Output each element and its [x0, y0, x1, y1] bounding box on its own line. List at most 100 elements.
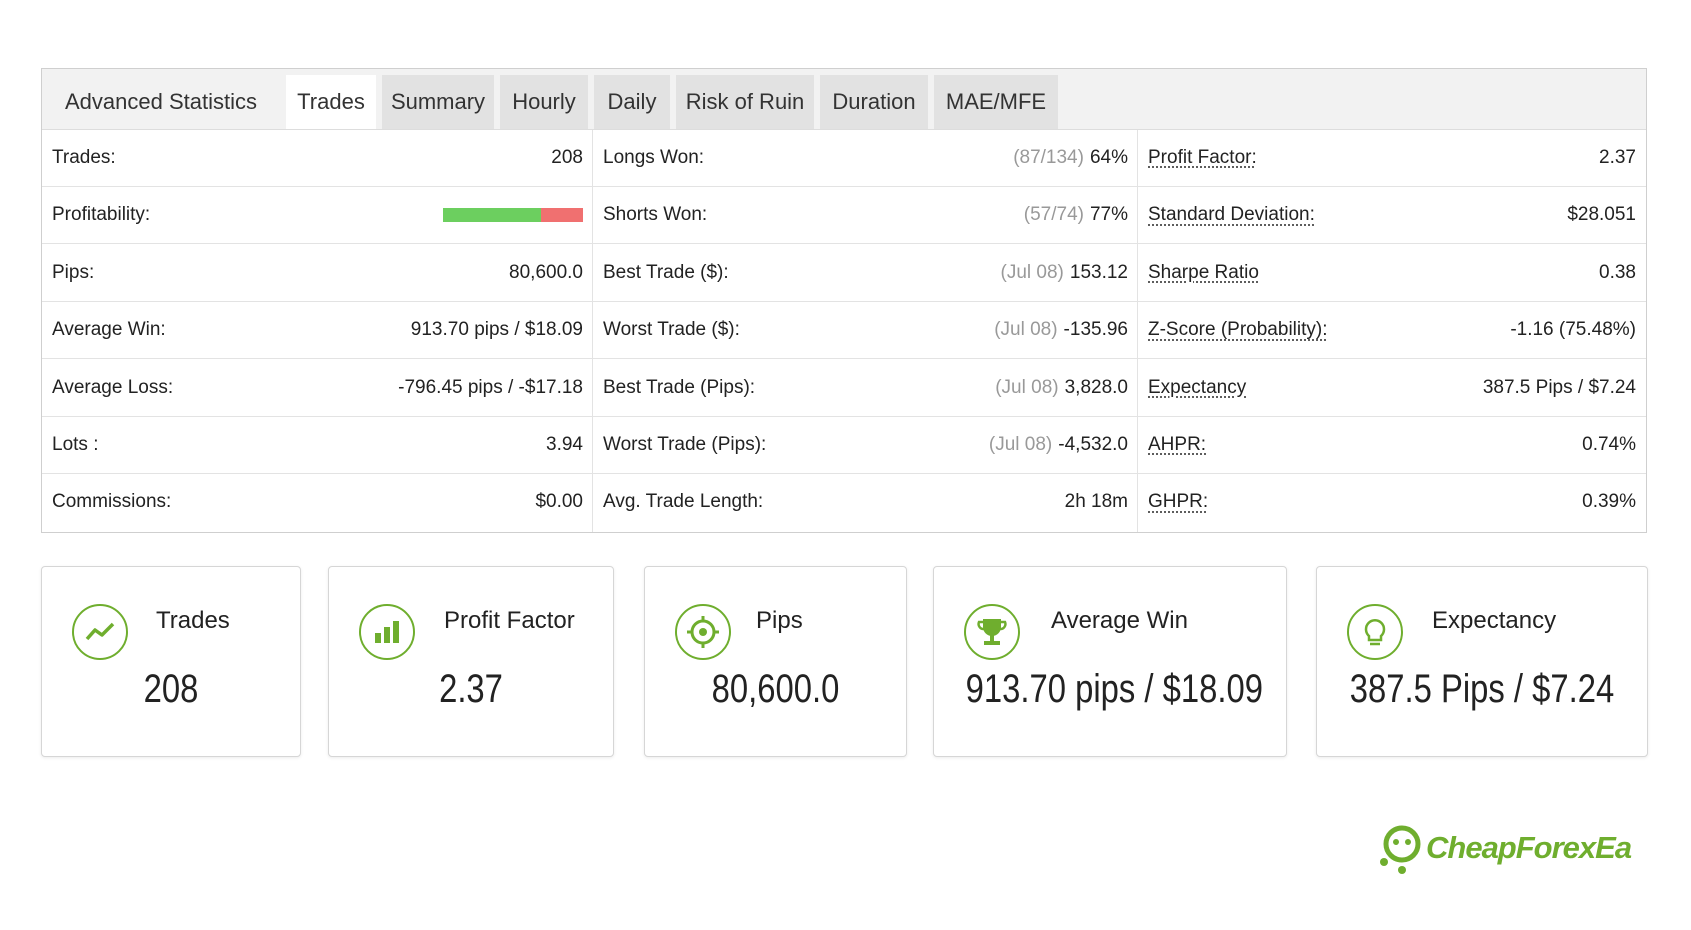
stat-number: 913.70 pips / $18.09	[410, 319, 583, 341]
stat-number: 0.39%	[1582, 491, 1636, 513]
stat-value: 0.74%	[1582, 417, 1636, 473]
card-title: Expectancy	[1432, 607, 1557, 634]
stat-row: Shorts Won: (57/74) 77%	[593, 187, 1138, 245]
stat-row: Lots : 3.94	[42, 417, 593, 474]
stat-number: $28.051	[1567, 204, 1636, 226]
stat-note: (Jul 08)	[995, 376, 1059, 398]
column-divider	[1137, 130, 1138, 532]
stat-row: Average Loss: -796.45 pips / -$17.18	[42, 360, 593, 417]
card-value: 387.5 Pips / $7.24	[1349, 667, 1615, 711]
stat-value: 913.70 pips / $18.09	[411, 302, 583, 358]
card-title: Average Win	[1051, 607, 1188, 634]
stat-number: -796.45 pips / -$17.18	[398, 376, 583, 398]
stat-label: Best Trade ($):	[603, 261, 729, 283]
stat-number: $0.00	[535, 491, 583, 513]
stat-number: 153.12	[1069, 261, 1128, 283]
stat-value: (Jul 08) 153.12	[1001, 245, 1128, 301]
tab[interactable]: Hourly	[500, 75, 588, 129]
stat-note: (Jul 08)	[1000, 261, 1064, 283]
tab[interactable]: Trades	[286, 75, 376, 129]
stat-value: (Jul 08) -4,532.0	[989, 417, 1128, 473]
tab[interactable]: Duration	[820, 75, 928, 129]
stat-row: Longs Won: (87/134) 64%	[593, 130, 1138, 187]
stat-number: 2h 18m	[1064, 491, 1128, 513]
stat-value: -1.16 (75.48%)	[1510, 302, 1636, 358]
stat-number: 208	[551, 147, 583, 168]
card: Average Win 913.70 pips / $18.09	[933, 566, 1287, 757]
stat-note: (87/134)	[1013, 147, 1084, 168]
tab[interactable]: Summary	[382, 75, 494, 129]
stat-row: Z-Score (Probability): -1.16 (75.48%)	[1138, 302, 1646, 360]
stat-label: Worst Trade (Pips):	[603, 434, 767, 455]
logo: CheapForexEa	[1374, 820, 1654, 880]
card-title: Trades	[156, 607, 230, 634]
stat-number: -4,532.0	[1058, 434, 1128, 455]
stat-value: (Jul 08) 3,828.0	[995, 360, 1128, 416]
stat-label: Standard Deviation:	[1148, 204, 1315, 226]
stat-label: Best Trade (Pips):	[603, 376, 756, 398]
stat-value: 0.38	[1599, 245, 1636, 301]
stat-row: Best Trade ($): (Jul 08) 153.12	[593, 245, 1138, 302]
card: Trades 208	[41, 566, 301, 757]
statistics-panel: Advanced Statistics Trades Summary Hourly Da…	[41, 68, 1647, 533]
stat-number: 2.37	[1599, 147, 1636, 168]
stat-number: -135.96	[1063, 319, 1128, 341]
stat-row: GHPR: 0.39%	[1138, 474, 1646, 530]
tab-bar: Advanced Statistics Trades Summary Hourly Da…	[42, 69, 1646, 130]
logo-icon	[1380, 825, 1421, 874]
stat-value: $0.00	[535, 474, 583, 530]
tab[interactable]: Daily	[594, 75, 670, 129]
stat-value: 208	[551, 130, 583, 186]
tab[interactable]: Advanced Statistics	[42, 75, 280, 129]
stat-row: Commissions: $0.00	[42, 474, 593, 530]
stat-label: Trades:	[52, 147, 116, 168]
stat-label: Sharpe Ratio	[1148, 261, 1259, 283]
card: Pips 80,600.0	[644, 566, 907, 757]
stat-row: Standard Deviation: $28.051	[1138, 187, 1646, 245]
stat-row: Worst Trade ($): (Jul 08) -135.96	[593, 302, 1138, 360]
tab[interactable]: MAE/MFE	[934, 75, 1058, 129]
stat-number: 3,828.0	[1064, 376, 1128, 398]
profitability-win	[443, 208, 541, 223]
stat-row: Worst Trade (Pips): (Jul 08) -4,532.0	[593, 417, 1138, 474]
stat-number: 0.38	[1599, 261, 1636, 283]
tab[interactable]: Risk of Ruin	[676, 75, 814, 129]
stat-label: Lots :	[52, 434, 99, 455]
card-title: Profit Factor	[444, 607, 575, 634]
icon	[964, 604, 1020, 660]
card-value: 2.37	[439, 667, 503, 711]
logo-text: CheapForexEa	[1426, 830, 1632, 865]
stat-row: Profitability:	[42, 187, 593, 245]
stat-value: 2h 18m	[1065, 474, 1128, 530]
stat-label: Expectancy	[1148, 376, 1247, 398]
icon	[72, 604, 128, 660]
icon	[359, 604, 415, 660]
stat-number: 0.74%	[1582, 434, 1636, 455]
card-value: 80,600.0	[711, 667, 840, 711]
stat-value: 387.5 Pips / $7.24	[1483, 360, 1636, 416]
stat-note: (57/74)	[1023, 204, 1084, 226]
icon	[1347, 604, 1403, 660]
stat-row: AHPR: 0.74%	[1138, 417, 1646, 474]
stat-label: Longs Won:	[603, 147, 705, 168]
stat-row: Pips: 80,600.0	[42, 245, 593, 302]
stat-value: (57/74) 77%	[1024, 187, 1128, 243]
card: Profit Factor 2.37	[328, 566, 614, 757]
stat-value: (87/134) 64%	[1013, 130, 1128, 186]
stat-label: Commissions:	[52, 491, 172, 513]
stat-value: 80,600.0	[509, 245, 583, 301]
stat-label: Shorts Won:	[603, 204, 708, 226]
stat-value: -796.45 pips / -$17.18	[398, 360, 583, 416]
stat-number: 64%	[1089, 147, 1128, 168]
stat-label: Profitability:	[52, 204, 151, 226]
stat-note: (Jul 08)	[988, 434, 1053, 455]
stat-number: 387.5 Pips / $7.24	[1482, 376, 1636, 398]
stat-label: Z-Score (Probability):	[1148, 319, 1328, 341]
stat-row: Sharpe Ratio 0.38	[1138, 245, 1646, 302]
card-value: 913.70 pips / $18.09	[965, 667, 1263, 711]
profitability-bar	[443, 208, 583, 223]
stat-value: $28.051	[1567, 187, 1636, 243]
stat-number: -1.16 (75.48%)	[1510, 319, 1636, 341]
column-divider	[592, 130, 593, 532]
